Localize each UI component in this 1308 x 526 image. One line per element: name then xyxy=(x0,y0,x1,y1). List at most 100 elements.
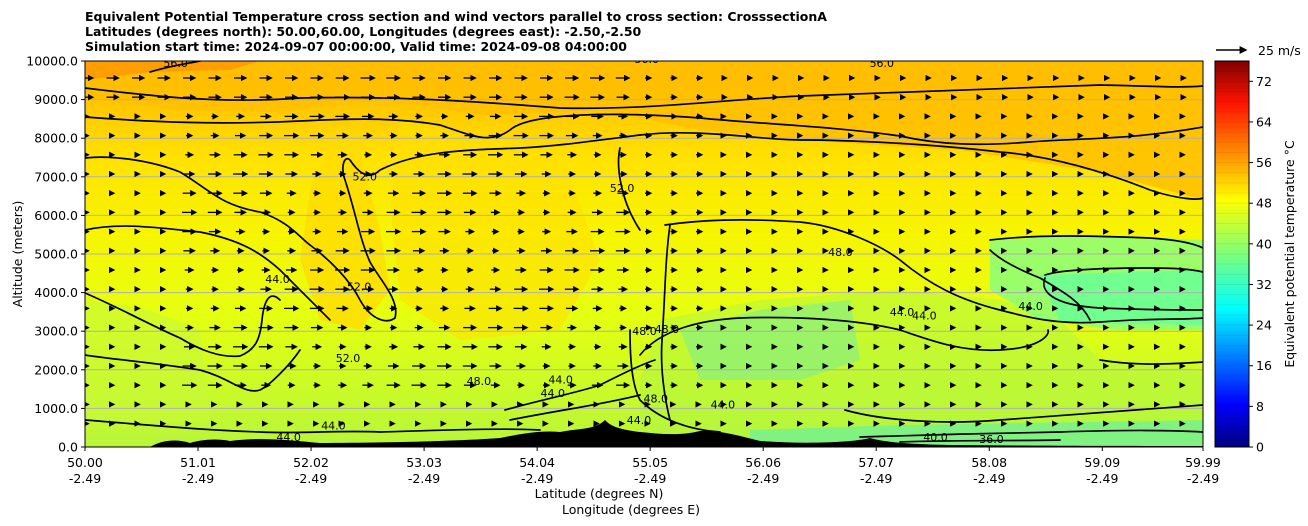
field-region xyxy=(85,300,210,430)
y-tick-label: 1000.0 xyxy=(34,401,78,416)
contour-label: 48.0 xyxy=(828,246,853,259)
y-tick-label: 6000.0 xyxy=(34,208,78,223)
colorbar-tick-label: 64 xyxy=(1256,114,1272,129)
terrain xyxy=(85,420,1203,447)
y-tick-label: 7000.0 xyxy=(34,169,78,184)
contour-label: 44.0 xyxy=(1018,300,1043,313)
field-region xyxy=(85,61,1203,200)
colorbar-gradient xyxy=(1215,61,1249,447)
y-tick-label: 10000.0 xyxy=(26,54,78,69)
x-axis-label-lon: Longitude (degrees E) xyxy=(562,502,700,517)
title-line-1: Equivalent Potential Temperature cross s… xyxy=(85,9,827,24)
colorbar-tick-label: 56 xyxy=(1256,155,1272,170)
colorbar-tick-label: 16 xyxy=(1256,358,1272,373)
contour-line xyxy=(85,134,641,322)
colorbar-bands xyxy=(1215,70,1249,438)
contour-line xyxy=(844,404,1203,423)
contour-label: 44.0 xyxy=(548,373,573,386)
contour-label: 56.0 xyxy=(870,57,895,70)
field-region xyxy=(85,61,260,80)
contour-label: 36.0 xyxy=(979,433,1004,446)
contour-line xyxy=(899,439,1061,443)
x-tick-label-lon: -2.49 xyxy=(69,471,101,486)
contour-label: 44.0 xyxy=(541,387,566,400)
x-tick-label-lat: 53.03 xyxy=(406,455,442,470)
contour-label: 40.0 xyxy=(923,431,948,444)
contour-line xyxy=(149,61,201,73)
x-tick-label-lon: -2.49 xyxy=(1086,471,1118,486)
x-tick-label-lon: -2.49 xyxy=(973,471,1005,486)
field-region xyxy=(300,140,390,330)
x-tick-label-lon: -2.49 xyxy=(747,471,779,486)
y-tick-label: 5000.0 xyxy=(34,247,78,262)
contour-label: 56.0 xyxy=(1091,51,1116,64)
colorbar-tick-label: 72 xyxy=(1256,74,1272,89)
colorbar-tick-label: 32 xyxy=(1256,277,1272,292)
colorbar-tick-label: 48 xyxy=(1256,196,1272,211)
x-tick-label-lat: 55.05 xyxy=(632,455,668,470)
field-region xyxy=(1040,270,1203,325)
contour-line xyxy=(1044,267,1203,276)
colorbar-ticks: 0 8 16 24 32 40 48 56 64 72 xyxy=(1249,74,1272,455)
field-regions xyxy=(85,61,1203,447)
y-tick-label: 9000.0 xyxy=(34,92,78,107)
colorbar-tick-label: 8 xyxy=(1256,399,1264,414)
contour-label: 56.0 xyxy=(163,57,188,70)
x-tick-label-lon: -2.49 xyxy=(408,471,440,486)
colorbar-label: Equivalent potential temperature °C xyxy=(1282,140,1297,368)
y-tick-label: 4000.0 xyxy=(34,285,78,300)
contour-line xyxy=(617,147,641,231)
title-line-2: Latitudes (degrees north): 50.00,60.00, … xyxy=(85,24,642,39)
contour-line xyxy=(660,224,671,421)
contour-line xyxy=(664,219,1203,324)
contour-label: 44.0 xyxy=(276,431,301,444)
contour-line xyxy=(85,349,301,392)
contour-label: 48.0 xyxy=(655,323,680,336)
x-tick-label-lat: 54.04 xyxy=(519,455,555,470)
contour-label: 44.0 xyxy=(627,414,652,427)
colorbar-tick-label: 40 xyxy=(1256,236,1272,251)
contour-line xyxy=(629,329,721,433)
contour-label: 44.0 xyxy=(890,306,915,319)
x-tick-label-lat: 50.00 xyxy=(67,455,103,470)
colorbar-frame xyxy=(1214,60,1250,448)
x-tick-label-lon: -2.49 xyxy=(1187,471,1219,486)
contour-label: 44.0 xyxy=(711,398,736,411)
contour-labels: 56.0 56.0 56.0 56.052.052.052.052.048.048.0… xyxy=(163,51,1116,446)
x-tick-label-lon: -2.49 xyxy=(860,471,892,486)
contour-line xyxy=(85,225,331,321)
contour-label: 52.0 xyxy=(610,182,635,195)
contour-label: 44.0 xyxy=(321,420,346,433)
x-axis-label-lat: Latitude (degrees N) xyxy=(535,486,664,501)
wind-vectors xyxy=(85,74,1187,427)
contour-line xyxy=(85,84,1203,110)
y-tick-label: 8000.0 xyxy=(34,131,78,146)
x-tick-label-lon: -2.49 xyxy=(295,471,327,486)
contour-label: 48.0 xyxy=(632,325,657,338)
x-tick-label-lon: -2.49 xyxy=(182,471,214,486)
colorbar: 0 8 16 24 32 40 48 56 64 72 Equivalent potential … xyxy=(1214,60,1297,455)
x-tick-label-lat: 51.01 xyxy=(180,455,216,470)
contour-label: 52.0 xyxy=(353,171,378,184)
quiver-key-label: 25 m/s xyxy=(1258,43,1301,58)
contour-line xyxy=(859,429,1203,438)
contour-label: 44.0 xyxy=(265,273,290,286)
x-tick-label-lon: -2.49 xyxy=(521,471,553,486)
contour-label: 44.0 xyxy=(912,310,937,323)
x-tick-label-lat: 57.07 xyxy=(858,455,894,470)
contour-label: 56.0 xyxy=(635,53,660,66)
colorbar-tick-label: 0 xyxy=(1256,440,1264,455)
contour-line xyxy=(379,428,541,433)
y-axis: 0.0 1000.0 2000.0 3000.0 4000.0 5000.0 6000.0 7… xyxy=(26,54,85,455)
x-tick-label-lat: 52.02 xyxy=(293,455,329,470)
contour-label: 48.0 xyxy=(467,375,492,388)
plot-area: 56.0 56.0 56.0 56.052.052.052.052.048.048.0… xyxy=(85,51,1203,447)
y-tick-label: 0.0 xyxy=(58,440,78,455)
quiver-key: 25 m/s xyxy=(1216,43,1301,58)
contour-label: 52.0 xyxy=(336,352,361,365)
x-axis: 50.00-2.4951.01-2.4952.02-2.4953.03-2.49… xyxy=(67,447,1221,486)
contour-line xyxy=(1099,359,1203,365)
contour-line xyxy=(85,113,1203,146)
title-line-3: Simulation start time: 2024-09-07 00:00:… xyxy=(85,39,627,54)
